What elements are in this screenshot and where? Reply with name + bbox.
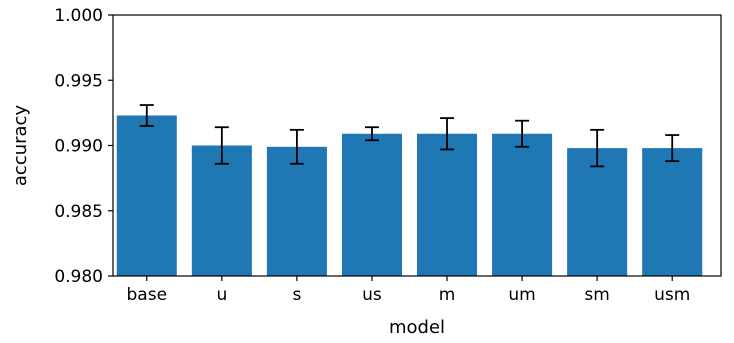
error-bar-u: [214, 126, 229, 165]
x-tick-label-us: us: [362, 285, 382, 305]
y-tick-label-0.985: 0.985: [54, 202, 103, 222]
bar-sm: [567, 148, 628, 276]
bar-base: [116, 115, 177, 276]
bar-s: [266, 146, 327, 276]
x-tick-label-m: m: [439, 285, 456, 305]
bar-u: [191, 145, 252, 276]
x-tick-label-sm: sm: [584, 285, 609, 305]
error-bar-um: [515, 119, 530, 148]
bar-m: [417, 133, 478, 276]
error-bar-s: [289, 128, 304, 165]
y-tick-label-0.995: 0.995: [54, 71, 103, 91]
error-bars-group: [139, 104, 680, 168]
x-axis-ticks: base u s us m um sm usm: [127, 276, 690, 305]
y-axis-label: accuracy: [10, 105, 31, 187]
x-axis-label: model: [389, 317, 445, 338]
x-tick-label-s: s: [292, 285, 301, 305]
y-tick-label-0.990: 0.990: [54, 137, 103, 157]
x-tick-label-usm: usm: [654, 285, 690, 305]
y-axis-ticks: 0.980 0.985 0.990 0.995 1.000: [54, 6, 113, 287]
y-tick-label-1.000: 1.000: [54, 6, 103, 26]
bar-usm: [642, 148, 703, 276]
x-tick-label-um: um: [508, 285, 535, 305]
error-bar-m: [440, 117, 455, 151]
y-tick-label-0.980: 0.980: [54, 267, 103, 287]
bar-us: [341, 133, 402, 276]
x-tick-label-base: base: [127, 285, 168, 305]
error-bar-sm: [590, 128, 605, 168]
error-bar-us: [364, 126, 379, 142]
error-bar-usm: [665, 134, 680, 163]
bar-um: [492, 133, 553, 276]
error-bar-base: [139, 104, 154, 127]
x-tick-label-u: u: [216, 285, 227, 305]
bars-group: [116, 115, 703, 276]
